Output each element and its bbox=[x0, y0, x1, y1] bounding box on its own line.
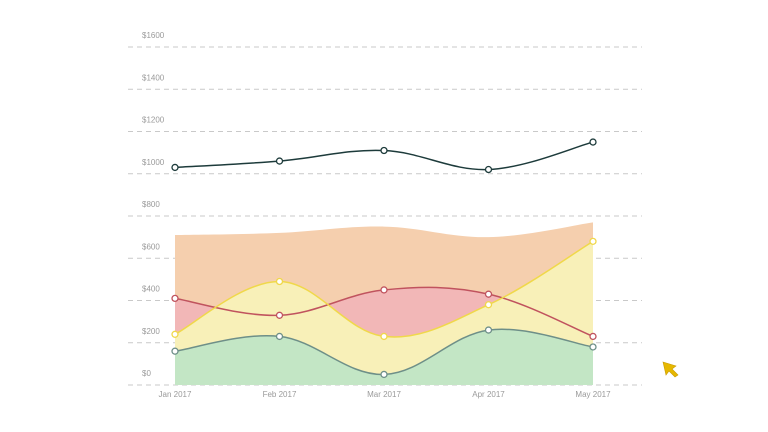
y-tick-label: $0 bbox=[142, 369, 151, 378]
y-tick-label: $200 bbox=[142, 327, 160, 336]
data-point[interactable] bbox=[171, 330, 179, 338]
cursor-arrow-icon bbox=[662, 361, 679, 378]
data-point[interactable] bbox=[484, 165, 493, 174]
y-tick-label: $400 bbox=[142, 285, 160, 294]
data-point[interactable] bbox=[589, 138, 597, 146]
data-point[interactable] bbox=[380, 370, 388, 379]
x-tick-label: Apr 2017 bbox=[472, 390, 505, 399]
series-area-3 bbox=[175, 329, 593, 385]
x-tick-label: Mar 2017 bbox=[367, 390, 401, 399]
data-point[interactable] bbox=[484, 290, 493, 298]
data-point[interactable] bbox=[484, 301, 493, 309]
y-tick-label: $600 bbox=[142, 242, 160, 251]
y-tick-label: $800 bbox=[142, 200, 160, 209]
data-point[interactable] bbox=[171, 347, 179, 355]
y-tick-label: $1000 bbox=[142, 158, 165, 167]
y-tick-label: $1600 bbox=[142, 31, 165, 40]
data-point[interactable] bbox=[380, 146, 388, 155]
data-point[interactable] bbox=[275, 311, 284, 319]
y-tick-label: $1400 bbox=[142, 73, 165, 82]
x-tick-label: Jan 2017 bbox=[159, 390, 192, 399]
data-point[interactable] bbox=[484, 326, 493, 334]
data-point[interactable] bbox=[171, 294, 179, 303]
data-point[interactable] bbox=[589, 332, 597, 341]
data-point[interactable] bbox=[589, 237, 597, 246]
data-point[interactable] bbox=[380, 286, 388, 294]
x-tick-label: Feb 2017 bbox=[263, 390, 297, 399]
data-point[interactable] bbox=[171, 163, 179, 172]
data-point[interactable] bbox=[275, 157, 284, 165]
y-tick-label: $1200 bbox=[142, 116, 165, 125]
data-point[interactable] bbox=[275, 277, 284, 286]
data-point[interactable] bbox=[589, 343, 597, 351]
x-tick-label: May 2017 bbox=[575, 390, 611, 399]
data-point[interactable] bbox=[380, 332, 388, 341]
data-point[interactable] bbox=[275, 332, 284, 341]
series-line-4 bbox=[174, 141, 594, 171]
